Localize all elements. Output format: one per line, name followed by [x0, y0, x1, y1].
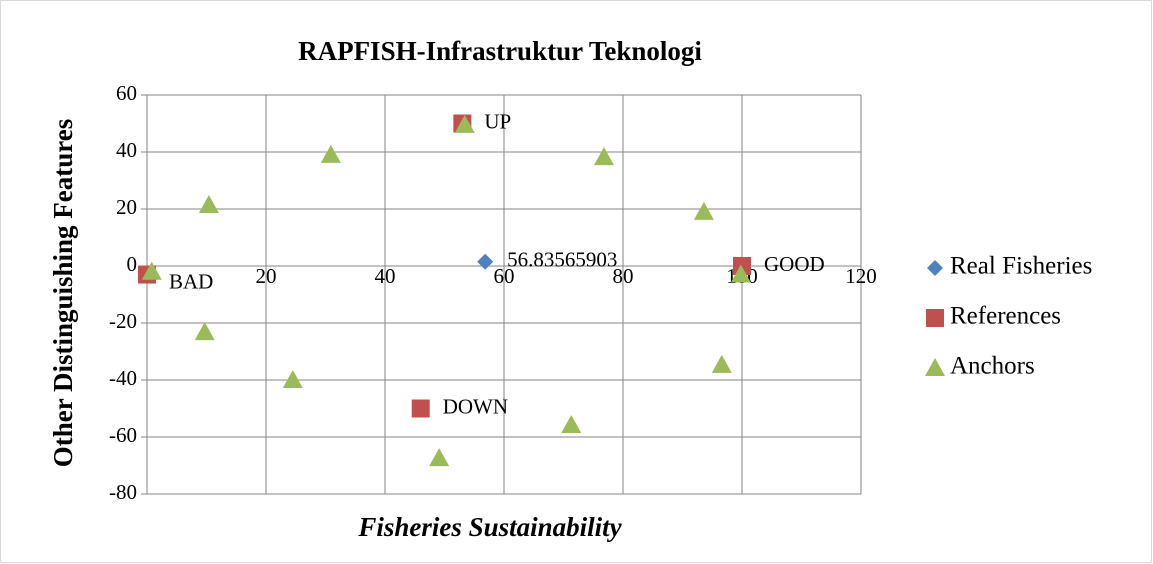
legend-label: Real Fisheries: [950, 253, 1092, 280]
y-tick-label: 60: [116, 81, 137, 105]
point: [733, 257, 751, 275]
legend-marker: [926, 309, 944, 327]
point: [194, 322, 215, 341]
point-label: 56.83565903: [507, 248, 617, 272]
point: [282, 370, 303, 388]
point: [477, 253, 494, 270]
point: [320, 144, 341, 163]
x-tick-label: 20: [256, 264, 277, 288]
chart-title: RAPFISH-Infrastruktur Teknologi: [298, 36, 702, 66]
point-label: UP: [484, 109, 511, 133]
x-tick-label: 40: [375, 264, 396, 288]
point-label: BAD: [169, 269, 213, 293]
y-axis-label: Other Distinguishing Features: [48, 119, 78, 468]
point-label: DOWN: [443, 394, 508, 418]
point: [198, 195, 219, 214]
legend-label: References: [950, 303, 1061, 330]
y-tick-label: 0: [127, 252, 138, 276]
y-tick-label: -60: [109, 423, 137, 447]
y-tick-label: 40: [116, 138, 137, 162]
legend-marker: [925, 358, 945, 376]
point: [561, 415, 582, 434]
point-label: GOOD: [764, 252, 825, 276]
y-tick-label: -80: [109, 480, 137, 504]
x-tick-label: 80: [613, 264, 634, 288]
point: [593, 147, 614, 166]
point: [454, 114, 475, 133]
x-axis-label: Fisheries Sustainability: [357, 512, 622, 542]
y-tick-label: -40: [109, 366, 137, 390]
point: [711, 354, 732, 373]
y-tick-label: 20: [116, 195, 137, 219]
point: [429, 448, 450, 467]
point: [411, 399, 430, 418]
x-tick-label: 120: [845, 264, 877, 288]
legend-label: Anchors: [950, 353, 1035, 380]
point: [141, 261, 162, 280]
legend-marker: [927, 260, 943, 276]
point: [693, 201, 714, 220]
x-tick-label: 60: [494, 264, 515, 288]
point: [730, 264, 751, 283]
y-tick-label: -20: [109, 309, 137, 333]
